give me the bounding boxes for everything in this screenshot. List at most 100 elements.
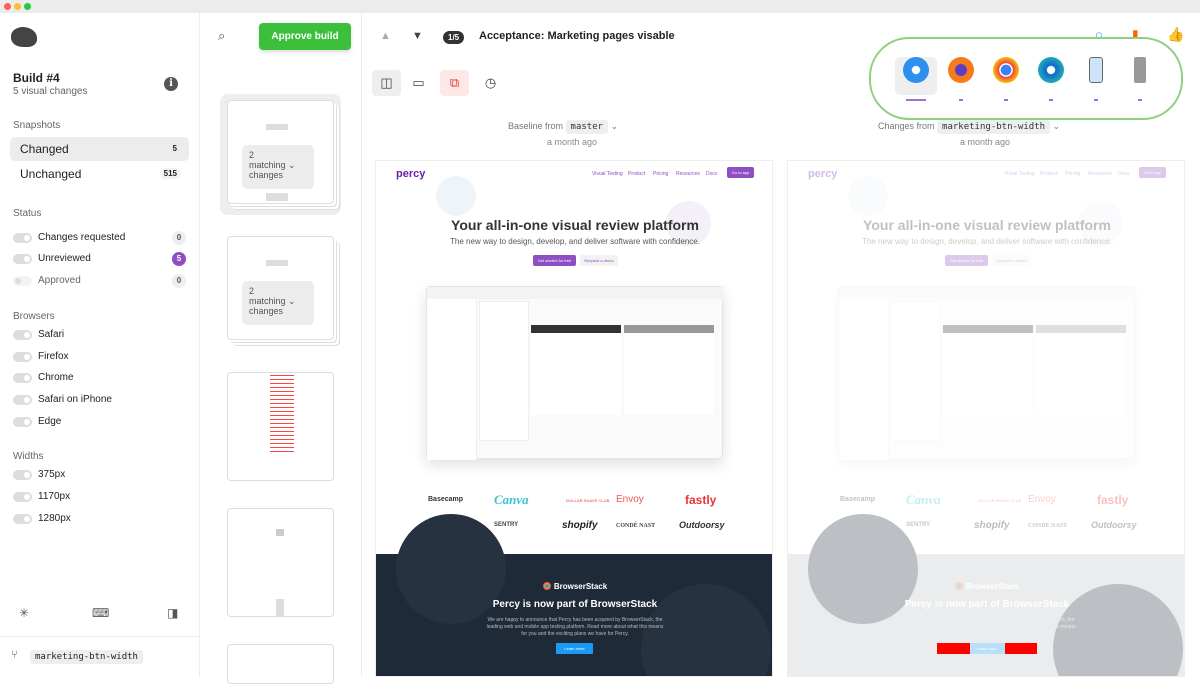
safari-icon[interactable]: [903, 57, 929, 83]
filter-approved[interactable]: Approved 0: [13, 274, 188, 290]
request-changes-icon[interactable]: ▮: [1132, 27, 1139, 41]
snapshot-thumb-group-1[interactable]: 2 matching ⌄ changes: [227, 100, 334, 204]
snapshots-heading: Snapshots: [13, 120, 61, 131]
page-go-to-app: Go to app: [727, 167, 754, 178]
page-bs-text: We are happy to announce that Percy has …: [486, 617, 664, 637]
toggle[interactable]: [13, 470, 32, 480]
filter-width-1170[interactable]: 1170px: [13, 490, 188, 506]
filter-label: Firefox: [38, 351, 69, 362]
next-snapshot-button[interactable]: ▼: [412, 30, 423, 42]
filter-unreviewed[interactable]: Unreviewed 5: [13, 252, 188, 268]
snapshot-thumb[interactable]: [227, 644, 334, 684]
page-bs-title: Percy is now part of BrowserStack: [904, 599, 1070, 610]
toggle[interactable]: [13, 417, 32, 427]
filter-browser-edge[interactable]: Edge: [13, 415, 188, 431]
matching-changes-toggle[interactable]: 2 matching ⌄ changes: [242, 145, 314, 189]
filter-count: 0: [172, 274, 186, 288]
filter-browser-chrome[interactable]: Chrome: [13, 371, 188, 387]
unchanged-count: 515: [159, 168, 181, 179]
info-icon[interactable]: i: [164, 77, 178, 91]
snapshot-thumb-group-2[interactable]: 2 matching ⌄ changes: [227, 236, 334, 340]
chrome-icon[interactable]: [993, 57, 1019, 83]
git-branch-icon: ⑂: [11, 649, 18, 661]
approve-build-button[interactable]: Approve build: [259, 23, 351, 50]
page-hero-title: Your all-in-one visual review platform: [451, 217, 699, 233]
changes-label: Changes from: [878, 121, 935, 131]
snapshot-thumb[interactable]: [227, 508, 334, 617]
split-view-button[interactable]: ◫: [372, 70, 401, 96]
baseline-time: a month ago: [547, 137, 598, 147]
snapshot-position: 1/5: [443, 31, 465, 44]
minimize-window-button[interactable]: [14, 3, 21, 10]
filter-width-1280[interactable]: 1280px: [13, 512, 188, 528]
toggle[interactable]: [13, 352, 32, 362]
history-button[interactable]: ◷: [484, 75, 497, 90]
page-logo: percy: [808, 168, 838, 180]
filter-changes-requested[interactable]: Changes requested 0: [13, 231, 188, 247]
filter-label: 1280px: [38, 513, 71, 524]
page-bs-title: Percy is now part of BrowserStack: [492, 599, 658, 610]
filter-browser-firefox[interactable]: Firefox: [13, 350, 188, 366]
page-cta-primary: Get started for free: [533, 255, 576, 266]
snapshot-thumb[interactable]: [227, 372, 334, 481]
toggle[interactable]: [13, 276, 32, 286]
comment-icon[interactable]: ○: [1095, 27, 1103, 42]
firefox-icon[interactable]: [948, 57, 974, 83]
page-hero-title: Your all-in-one visual review platform: [863, 217, 1111, 233]
percy-logo[interactable]: [11, 27, 37, 47]
page-go-to-app: Go to app: [1139, 167, 1166, 178]
close-window-button[interactable]: [4, 3, 11, 10]
page-nav-link: Product: [628, 171, 646, 177]
filter-width-375[interactable]: 375px: [13, 468, 188, 484]
build-title: Build #4: [13, 71, 60, 85]
toggle-diff-button[interactable]: ⧉: [440, 70, 469, 96]
toggle[interactable]: [13, 514, 32, 524]
browsers-heading: Browsers: [13, 311, 55, 322]
previous-snapshot-button[interactable]: ▲: [380, 30, 391, 42]
page-nav-link: Resources: [676, 171, 700, 177]
android-icon[interactable]: [1134, 57, 1146, 83]
single-view-button[interactable]: ▭: [412, 75, 425, 90]
sidebar: [0, 13, 200, 677]
sparkle-icon[interactable]: ✳: [19, 606, 30, 620]
diff-screenshot[interactable]: percy Visual Testing Product Pricing Res…: [787, 160, 1185, 677]
baseline-selector[interactable]: Baseline from master ⌄: [508, 120, 619, 134]
toggle[interactable]: [13, 492, 32, 502]
page-bs-logo: BrowserStack: [788, 582, 1184, 591]
approve-snapshot-icon[interactable]: 👍: [1167, 26, 1185, 42]
baseline-screenshot[interactable]: percy Visual Testing Product Pricing Res…: [375, 160, 773, 677]
snapshot-name: Acceptance: Marketing pages visable: [479, 30, 675, 42]
snapshots-changed[interactable]: Changed 5: [10, 137, 189, 161]
keyboard-icon[interactable]: ⌨: [92, 606, 110, 620]
collapse-sidebar-icon[interactable]: ◨: [167, 606, 179, 620]
build-subtitle: 5 visual changes: [13, 86, 88, 97]
snapshots-unchanged[interactable]: Unchanged 515: [10, 162, 189, 186]
page-bs-logo: BrowserStack: [376, 582, 772, 591]
filter-browser-safari-iphone[interactable]: Safari on iPhone: [13, 393, 188, 409]
toggle[interactable]: [13, 254, 32, 264]
snapshots-unchanged-label: Unchanged: [20, 167, 82, 181]
filter-browser-safari[interactable]: Safari: [13, 328, 188, 344]
page-logo: percy: [396, 168, 426, 180]
diff-highlight: [937, 643, 970, 654]
page-hero-subtitle: The new way to design, develop, and deli…: [862, 237, 1112, 246]
toggle[interactable]: [13, 330, 32, 340]
page-app-mockup: [838, 286, 1136, 460]
iphone-icon[interactable]: [1089, 57, 1103, 83]
toggle[interactable]: [13, 373, 32, 383]
page-app-mockup: [426, 286, 724, 460]
branch-name: marketing-btn-width: [30, 650, 143, 664]
search-icon[interactable]: ⌕: [218, 28, 226, 43]
edge-icon[interactable]: [1038, 57, 1064, 83]
page-nav-link: Visual Testing: [1004, 171, 1035, 177]
page-learn-more: Learn more: [556, 643, 593, 654]
filter-label: Changes requested: [38, 232, 126, 243]
filter-label: Unreviewed: [38, 253, 91, 264]
matching-changes-toggle[interactable]: 2 matching ⌄ changes: [242, 281, 314, 325]
toggle[interactable]: [13, 233, 32, 243]
toggle[interactable]: [13, 395, 32, 405]
changes-selector[interactable]: Changes from marketing-btn-width ⌄: [878, 120, 1061, 134]
filter-label: Chrome: [38, 372, 74, 383]
maximize-window-button[interactable]: [24, 3, 31, 10]
page-nav-link: Pricing: [653, 171, 669, 177]
